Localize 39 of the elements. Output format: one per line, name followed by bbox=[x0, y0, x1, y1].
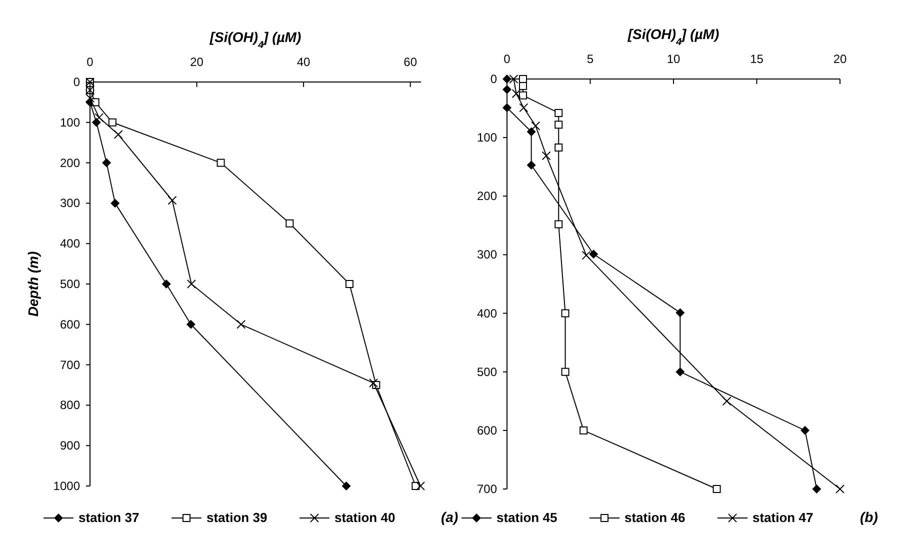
y-tick-label: 500 bbox=[60, 277, 80, 291]
x-tick-label: 0 bbox=[504, 52, 511, 66]
text: (b) bbox=[860, 509, 878, 525]
x-tick-label: 0 bbox=[86, 55, 94, 69]
y-tick-label: 800 bbox=[60, 398, 80, 412]
x-axis-title: [Si(OH)$_{4}$] (µM) bbox=[626, 26, 720, 48]
legend-label: station 39 bbox=[206, 510, 268, 525]
y-tick-label: 0 bbox=[73, 75, 80, 89]
x-tick-label: 20 bbox=[190, 55, 204, 69]
y-tick-label: 900 bbox=[60, 438, 80, 453]
legend-label: station 47 bbox=[752, 510, 814, 525]
y-axis-title: Depth (m) bbox=[25, 251, 41, 317]
x-tick-label: 20 bbox=[833, 52, 847, 66]
y-tick-label: 700 bbox=[476, 482, 498, 496]
x-axis-title: [Si(OH)$_{4}$] (µM) bbox=[208, 29, 302, 50]
y-tick-label: 600 bbox=[60, 317, 80, 332]
text: (a) bbox=[441, 509, 458, 525]
y-tick-label: 100 bbox=[476, 130, 498, 145]
y-tick-label: 300 bbox=[60, 196, 80, 210]
x-tick-label: 60 bbox=[404, 55, 418, 69]
x-tick-label: 40 bbox=[296, 55, 311, 69]
y-tick-label: 400 bbox=[476, 306, 498, 320]
x-tick-label: 15 bbox=[750, 52, 764, 66]
x-tick-label: 10 bbox=[666, 52, 680, 66]
y-tick-label: 1000 bbox=[53, 479, 80, 493]
y-tick-label: 200 bbox=[476, 189, 498, 204]
legend-label: station 45 bbox=[496, 510, 558, 525]
y-tick-label: 300 bbox=[476, 248, 498, 262]
y-tick-label: 500 bbox=[476, 364, 498, 379]
y-tick-label: 600 bbox=[476, 423, 498, 438]
y-tick-label: 100 bbox=[60, 115, 80, 130]
legend-label: station 40 bbox=[334, 510, 396, 525]
y-tick-label: 700 bbox=[60, 358, 80, 372]
legend-label: station 46 bbox=[624, 510, 686, 525]
y-tick-label: 0 bbox=[490, 72, 498, 86]
y-tick-label: 200 bbox=[60, 156, 80, 170]
x-tick-label: 5 bbox=[586, 52, 594, 66]
legend-label: station 37 bbox=[78, 510, 140, 525]
y-tick-label: 400 bbox=[60, 236, 80, 251]
